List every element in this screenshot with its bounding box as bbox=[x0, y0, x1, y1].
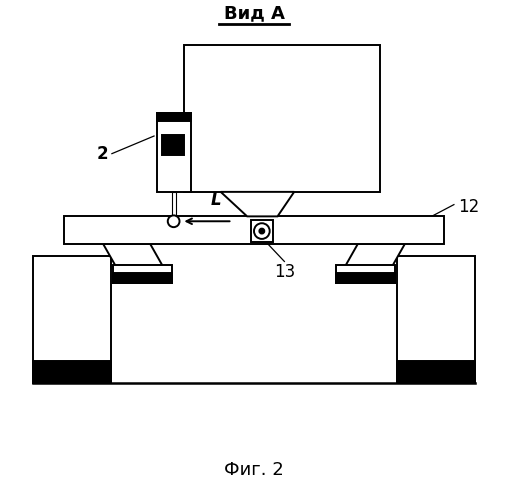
Bar bbox=[113, 266, 172, 283]
Polygon shape bbox=[341, 244, 405, 273]
Text: Вид А: Вид А bbox=[224, 4, 284, 22]
Bar bbox=[162, 135, 184, 154]
Bar bbox=[157, 114, 192, 122]
Bar bbox=[113, 273, 172, 283]
Circle shape bbox=[168, 216, 179, 227]
Circle shape bbox=[260, 228, 264, 234]
Text: 13: 13 bbox=[274, 264, 295, 281]
Text: L: L bbox=[210, 190, 221, 208]
Bar bbox=[64, 216, 444, 244]
Bar bbox=[33, 362, 111, 383]
Bar bbox=[397, 362, 475, 383]
Bar bbox=[397, 256, 475, 383]
Bar bbox=[251, 220, 273, 242]
Text: 12: 12 bbox=[458, 198, 479, 216]
Bar bbox=[157, 114, 192, 192]
Polygon shape bbox=[103, 244, 167, 273]
Bar bbox=[336, 273, 395, 283]
Text: 2: 2 bbox=[97, 144, 108, 162]
Bar bbox=[184, 45, 380, 192]
Bar bbox=[172, 192, 176, 216]
Text: Фиг. 2: Фиг. 2 bbox=[224, 461, 284, 479]
Bar bbox=[33, 256, 111, 383]
Circle shape bbox=[254, 223, 270, 239]
Bar bbox=[336, 266, 395, 283]
Polygon shape bbox=[220, 192, 294, 216]
